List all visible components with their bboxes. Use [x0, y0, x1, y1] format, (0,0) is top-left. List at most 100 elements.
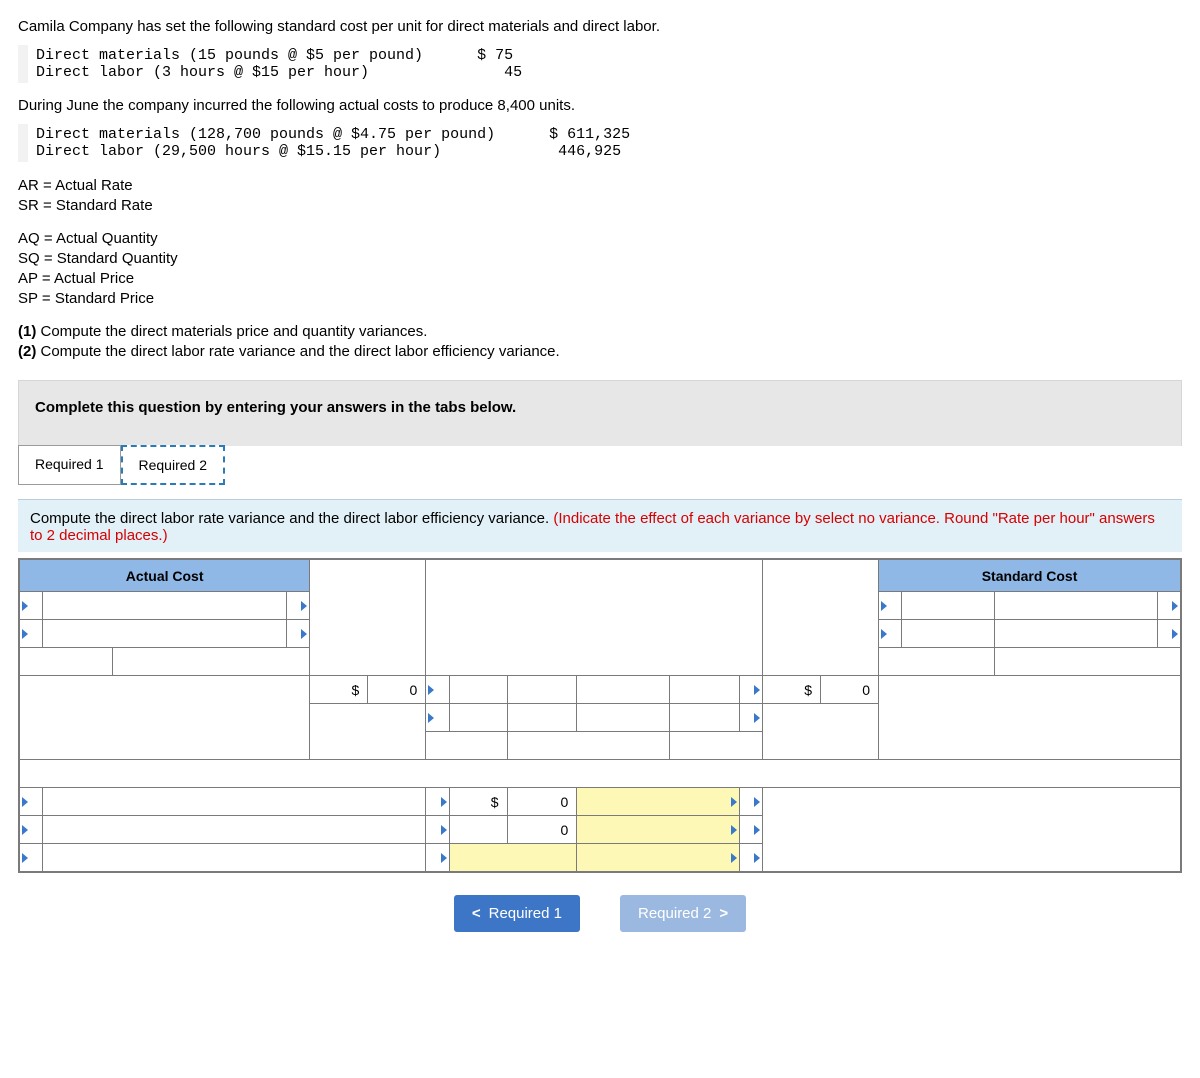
- cell-a1-tri[interactable]: [20, 592, 43, 620]
- chevron-right-icon: >: [719, 905, 728, 922]
- instr-2-text: Compute the direct labor rate variance a…: [36, 343, 559, 360]
- cell-s2-tri-r[interactable]: [1157, 620, 1180, 648]
- instr-2-num: (2): [18, 343, 36, 360]
- def-ar: AR = Actual Rate: [18, 176, 1182, 196]
- total-s-value: 0: [821, 676, 879, 704]
- spacer-row: [20, 760, 1181, 788]
- instr-1-text: Compute the direct materials price and q…: [36, 323, 427, 340]
- mid-r2-a[interactable]: [449, 704, 507, 732]
- var1-status-tri-r[interactable]: [739, 788, 762, 816]
- nav-next-button[interactable]: Required 2 >: [620, 895, 746, 932]
- mid-r1-a[interactable]: [449, 676, 507, 704]
- act-line2-value: 446,925: [558, 143, 621, 160]
- std-line1-value: $ 75: [477, 47, 513, 64]
- var2-left[interactable]: [43, 816, 426, 844]
- prompt-box: Complete this question by entering your …: [18, 380, 1182, 446]
- mid-r1-b[interactable]: [507, 676, 577, 704]
- tab-required-1[interactable]: Required 1: [18, 445, 121, 485]
- totals-row-1: $ 0 $ 0: [20, 676, 1181, 704]
- cell-s2-tri[interactable]: [879, 620, 902, 648]
- nav-next-label: Required 2: [638, 905, 711, 922]
- variance-row-1: $ 0: [20, 788, 1181, 816]
- act-line1-value: $ 611,325: [549, 126, 630, 143]
- var3-left[interactable]: [43, 844, 426, 872]
- cell-a1-tri-r[interactable]: [287, 592, 310, 620]
- cell-s1-tri-r[interactable]: [1157, 592, 1180, 620]
- cell-s2b[interactable]: [995, 620, 1158, 648]
- var1-left-tri-r[interactable]: [426, 788, 449, 816]
- cell-s1-tri[interactable]: [879, 592, 902, 620]
- mid-r3-a[interactable]: [426, 732, 507, 760]
- cell-s1b[interactable]: [995, 592, 1158, 620]
- mid-r3-c[interactable]: [670, 732, 763, 760]
- mid-r1-d[interactable]: [670, 676, 740, 704]
- cell-s1a[interactable]: [902, 592, 995, 620]
- worksheet-table: Actual Cost Standard Cost $ 0: [19, 559, 1181, 872]
- total-a-dollar: $: [310, 676, 368, 704]
- mid-r2-b[interactable]: [507, 704, 577, 732]
- var2-dollar[interactable]: [449, 816, 507, 844]
- nav-prev-button[interactable]: < Required 1: [454, 895, 580, 932]
- hint-box: Compute the direct labor rate variance a…: [18, 499, 1182, 552]
- var2-left-tri-r[interactable]: [426, 816, 449, 844]
- standard-cost-block: Direct materials (15 pounds @ $5 per pou…: [18, 45, 1182, 83]
- def-aq: AQ = Actual Quantity: [18, 229, 1182, 249]
- mid-r1-tri-l[interactable]: [426, 676, 449, 704]
- var3-left-tri[interactable]: [20, 844, 43, 872]
- var3-left-tri-r[interactable]: [426, 844, 449, 872]
- tab-required-2[interactable]: Required 2: [121, 445, 226, 485]
- tabs-row: Required 1 Required 2: [18, 445, 1182, 485]
- var1-status[interactable]: [577, 788, 740, 816]
- cell-s3a[interactable]: [879, 648, 995, 676]
- mid-text: During June the company incurred the fol…: [18, 97, 1182, 114]
- cell-a1[interactable]: [43, 592, 287, 620]
- mid-r1-tri-r[interactable]: [739, 676, 762, 704]
- definitions-1: AR = Actual Rate SR = Standard Rate: [18, 176, 1182, 217]
- std-line2-label: Direct labor (3 hours @ $15 per hour): [36, 64, 369, 81]
- header-standard-cost: Standard Cost: [879, 560, 1181, 592]
- def-sr: SR = Standard Rate: [18, 196, 1182, 216]
- worksheet: Actual Cost Standard Cost $ 0: [18, 558, 1182, 873]
- std-line1-label: Direct materials (15 pounds @ $5 per pou…: [36, 47, 423, 64]
- header-row: Actual Cost Standard Cost: [20, 560, 1181, 592]
- hint-black: Compute the direct labor rate variance a…: [30, 510, 553, 527]
- instr-1-num: (1): [18, 323, 36, 340]
- totals-row-2: [20, 704, 1181, 732]
- cell-s2a[interactable]: [902, 620, 995, 648]
- mid-r2-tri-r[interactable]: [739, 704, 762, 732]
- cell-a3b[interactable]: [112, 648, 309, 676]
- intro-text: Camila Company has set the following sta…: [18, 18, 1182, 35]
- variance-row-2: 0: [20, 816, 1181, 844]
- def-sp: SP = Standard Price: [18, 289, 1182, 309]
- def-ap: AP = Actual Price: [18, 269, 1182, 289]
- var3-value[interactable]: [449, 844, 577, 872]
- instructions: (1) Compute the direct materials price a…: [18, 322, 1182, 363]
- header-actual-cost: Actual Cost: [20, 560, 310, 592]
- std-line2-value: 45: [504, 64, 522, 81]
- total-a-value: 0: [368, 676, 426, 704]
- var2-left-tri[interactable]: [20, 816, 43, 844]
- total-s-dollar: $: [763, 676, 821, 704]
- cell-a2-tri-r[interactable]: [287, 620, 310, 648]
- var1-value: 0: [507, 788, 577, 816]
- var1-dollar: $: [449, 788, 507, 816]
- var3-status-tri-r[interactable]: [739, 844, 762, 872]
- cell-s3b[interactable]: [995, 648, 1181, 676]
- var2-status-tri-r[interactable]: [739, 816, 762, 844]
- var2-value: 0: [507, 816, 577, 844]
- var3-status[interactable]: [577, 844, 740, 872]
- var1-left[interactable]: [43, 788, 426, 816]
- mid-r3-b[interactable]: [507, 732, 670, 760]
- definitions-2: AQ = Actual Quantity SQ = Standard Quant…: [18, 229, 1182, 310]
- mid-r2-d[interactable]: [670, 704, 740, 732]
- act-line2-label: Direct labor (29,500 hours @ $15.15 per …: [36, 143, 441, 160]
- mid-r2-tri-l[interactable]: [426, 704, 449, 732]
- mid-r1-c[interactable]: [577, 676, 670, 704]
- mid-r2-c[interactable]: [577, 704, 670, 732]
- cell-a2[interactable]: [43, 620, 287, 648]
- cell-a3a[interactable]: [20, 648, 113, 676]
- var2-status[interactable]: [577, 816, 740, 844]
- var1-left-tri[interactable]: [20, 788, 43, 816]
- variance-row-3: [20, 844, 1181, 872]
- cell-a2-tri[interactable]: [20, 620, 43, 648]
